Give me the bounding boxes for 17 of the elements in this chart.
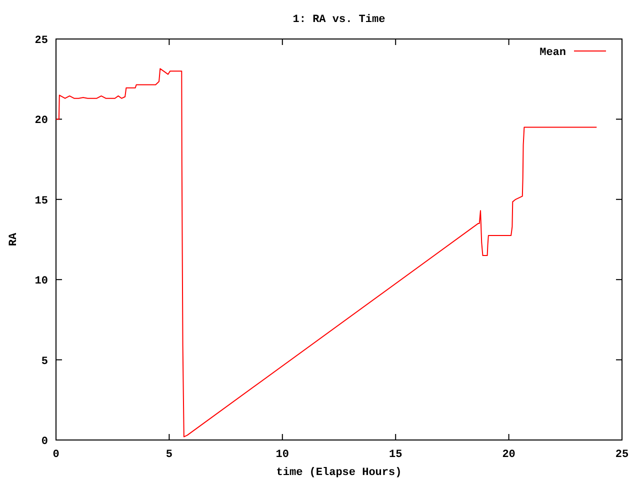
y-tick-label: 20 (34, 115, 48, 128)
chart-title: 1: RA vs. Time (292, 14, 386, 26)
x-tick-label: 10 (276, 449, 289, 461)
y-tick-label: 5 (41, 356, 48, 368)
x-tick-label: 15 (389, 449, 403, 461)
y-tick-label: 15 (34, 195, 48, 208)
line-series (56, 68, 598, 438)
y-tick-label: 10 (34, 276, 48, 288)
x-tick-label: 0 (52, 449, 60, 461)
x-tick-label: 20 (502, 449, 516, 461)
y-tick-label: 25 (34, 35, 48, 47)
legend-label: Mean (540, 47, 566, 59)
y-tick-label: 0 (41, 436, 48, 448)
x-tick-label: 5 (166, 449, 173, 461)
x-tick-label: 25 (615, 449, 629, 461)
y-axis-title: RA (8, 232, 20, 246)
x-axis-title: time (Elapse Hours) (276, 467, 402, 479)
